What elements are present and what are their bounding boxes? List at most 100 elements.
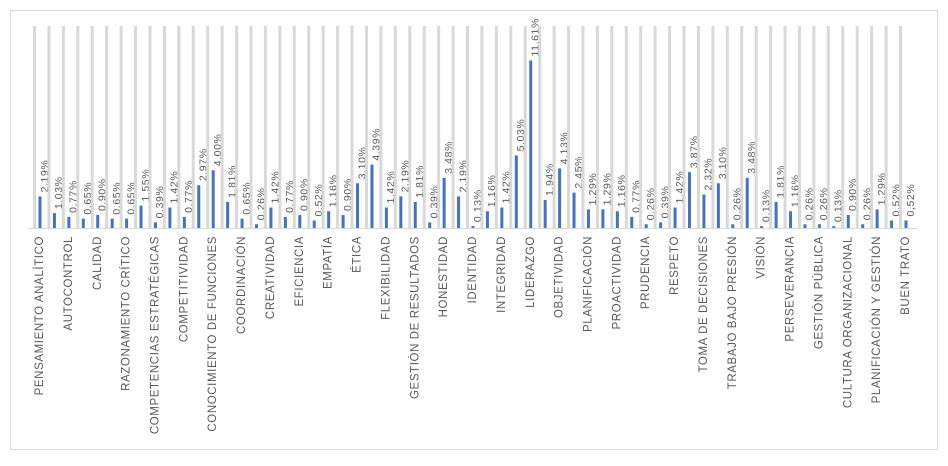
bar xyxy=(471,226,475,228)
background-column xyxy=(754,26,758,228)
bar xyxy=(745,177,749,228)
bar xyxy=(832,226,836,228)
bar xyxy=(52,213,56,228)
background-column xyxy=(523,26,527,228)
bar xyxy=(96,215,100,228)
background-column xyxy=(350,26,354,228)
bar xyxy=(182,216,186,228)
x-tick-label: BUEN TRATO xyxy=(900,236,912,315)
x-tick-label: IDENTIDAD xyxy=(467,236,479,303)
bar xyxy=(327,211,331,228)
x-tick-label: GESTIÓN DE RESULTADOS xyxy=(408,236,421,399)
background-column xyxy=(76,26,80,228)
bar xyxy=(298,215,302,228)
bar xyxy=(211,170,215,228)
background-column xyxy=(119,26,123,228)
x-tick-label: RESPETO xyxy=(669,236,681,295)
background-column xyxy=(466,26,469,228)
bar xyxy=(139,205,143,228)
bar xyxy=(110,218,114,228)
x-tick-label: TOMA DE DECISIONES xyxy=(698,236,710,372)
x-tick-label: OBJETIVIDAD xyxy=(554,236,566,318)
background-column xyxy=(278,26,282,228)
bar xyxy=(890,220,894,228)
background-column xyxy=(437,26,441,228)
x-tick-label: ÉTICA xyxy=(351,236,364,273)
background-column xyxy=(725,26,729,228)
bar xyxy=(615,211,619,228)
bar xyxy=(572,192,576,228)
background-column xyxy=(451,26,455,228)
background-column xyxy=(321,26,325,228)
x-tick-label: TRABAJO BAJO PRESIÓN xyxy=(726,236,739,389)
bar xyxy=(38,196,42,228)
bar xyxy=(774,201,778,228)
bar xyxy=(529,60,533,229)
bar xyxy=(558,168,562,228)
x-tick-label: PENSAMIENTO ANALÍTICO xyxy=(33,236,46,395)
background-column xyxy=(480,26,484,228)
bar xyxy=(500,207,504,228)
background-column xyxy=(494,26,498,228)
x-tick-label: INTEGRIDAD xyxy=(496,236,508,313)
x-tick-label: CREATIVIDAD xyxy=(265,236,277,319)
background-column xyxy=(90,26,94,228)
background-column xyxy=(177,26,181,228)
bar xyxy=(269,207,273,228)
background-column xyxy=(162,26,166,228)
bar xyxy=(125,218,129,228)
background-column xyxy=(191,26,195,228)
bar xyxy=(702,194,706,228)
background-column xyxy=(682,26,686,228)
bar xyxy=(875,209,879,228)
background-column xyxy=(696,26,700,228)
x-tick-label: PLANIFICACIÓN Y GESTIÓN xyxy=(870,236,883,403)
bar xyxy=(457,196,461,228)
bar xyxy=(341,215,345,228)
bar xyxy=(356,183,360,228)
bar xyxy=(586,209,590,228)
background-column xyxy=(567,26,571,228)
background-column xyxy=(639,26,643,228)
x-tick-label: EMPATÍA xyxy=(322,236,335,289)
bar xyxy=(197,185,201,228)
background-column xyxy=(711,26,715,228)
x-tick-label: PERSEVERANCIA xyxy=(785,236,797,342)
background-column xyxy=(899,26,902,228)
bar xyxy=(81,218,85,228)
background-column xyxy=(841,26,845,228)
background-column xyxy=(538,26,542,228)
background-column xyxy=(509,26,513,228)
background-column xyxy=(220,26,224,228)
background-column xyxy=(653,26,657,228)
bar xyxy=(255,224,258,228)
bar xyxy=(485,211,489,228)
bar xyxy=(846,215,850,228)
background-column xyxy=(61,26,65,228)
bar xyxy=(861,224,865,228)
background-column xyxy=(740,26,744,228)
bar xyxy=(413,201,417,228)
bar xyxy=(688,172,691,228)
x-tick-label: PROACTIVIDAD xyxy=(611,236,623,329)
x-tick-label: CULTURA ORGANIZACIONAL xyxy=(842,236,854,408)
background-column xyxy=(624,26,628,228)
background-column xyxy=(263,26,267,228)
bar xyxy=(283,216,287,228)
value-label: 0,52% xyxy=(905,184,917,217)
bar xyxy=(153,222,157,228)
bar xyxy=(226,201,230,228)
x-tick-label: PLANIFICACIÓN xyxy=(581,236,594,332)
bar xyxy=(803,224,807,228)
bar xyxy=(370,164,374,228)
bar xyxy=(240,218,244,228)
x-tick-label: AUTOCONTROL xyxy=(63,236,75,331)
background-column xyxy=(206,26,210,228)
bar xyxy=(399,196,403,228)
background-column xyxy=(408,26,412,228)
background-column xyxy=(379,26,383,228)
background-column xyxy=(610,26,614,228)
background-column xyxy=(249,26,253,228)
bar xyxy=(904,220,908,228)
background-column xyxy=(595,26,599,228)
